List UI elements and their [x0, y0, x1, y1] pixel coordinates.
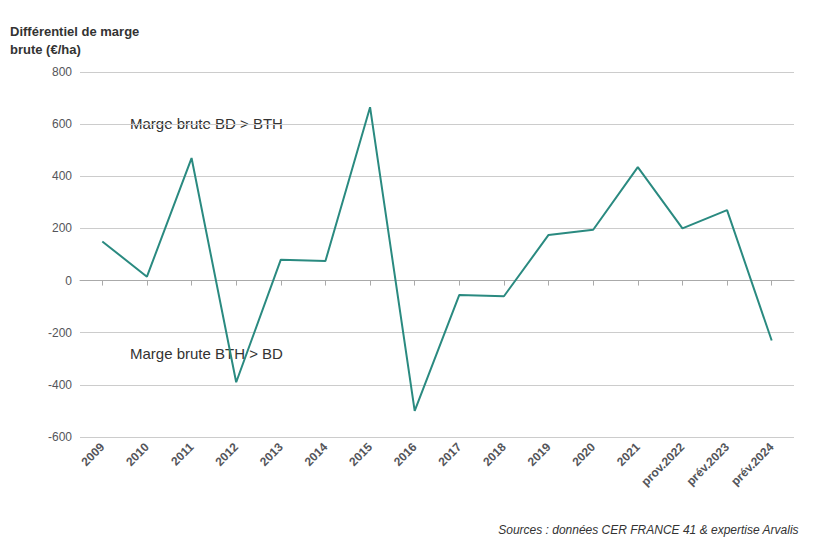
svg-text:Marge brute BTH > BD: Marge brute BTH > BD — [130, 345, 283, 362]
svg-text:prév.2023: prév.2023 — [684, 440, 733, 489]
svg-text:2020: 2020 — [569, 440, 598, 469]
svg-text:brute (€/ha): brute (€/ha) — [10, 42, 81, 57]
svg-text:2013: 2013 — [257, 440, 286, 469]
svg-text:2016: 2016 — [391, 440, 420, 469]
svg-text:Différentiel de marge: Différentiel de marge — [10, 24, 139, 39]
svg-text:prév.2024: prév.2024 — [728, 440, 777, 489]
svg-text:2018: 2018 — [480, 440, 509, 469]
svg-text:2014: 2014 — [302, 440, 331, 469]
svg-text:2021: 2021 — [614, 440, 643, 469]
svg-text:Marge brute BD > BTH: Marge brute BD > BTH — [130, 115, 283, 132]
svg-text:2012: 2012 — [212, 440, 241, 469]
svg-text:-400: -400 — [48, 378, 72, 392]
svg-text:2009: 2009 — [79, 440, 108, 469]
svg-text:2010: 2010 — [123, 440, 152, 469]
svg-text:200: 200 — [52, 221, 72, 235]
svg-text:2019: 2019 — [525, 440, 554, 469]
svg-text:2015: 2015 — [346, 440, 375, 469]
svg-text:0: 0 — [65, 274, 72, 288]
svg-text:-200: -200 — [48, 326, 72, 340]
svg-text:600: 600 — [52, 117, 72, 131]
svg-text:Sources : données CER FRANCE 4: Sources : données CER FRANCE 41 & expert… — [498, 523, 798, 537]
svg-text:2017: 2017 — [436, 440, 465, 469]
svg-text:prov.2022: prov.2022 — [639, 440, 688, 489]
svg-text:800: 800 — [52, 65, 72, 79]
svg-text:2011: 2011 — [168, 440, 197, 469]
svg-text:400: 400 — [52, 169, 72, 183]
svg-text:-600: -600 — [48, 430, 72, 444]
